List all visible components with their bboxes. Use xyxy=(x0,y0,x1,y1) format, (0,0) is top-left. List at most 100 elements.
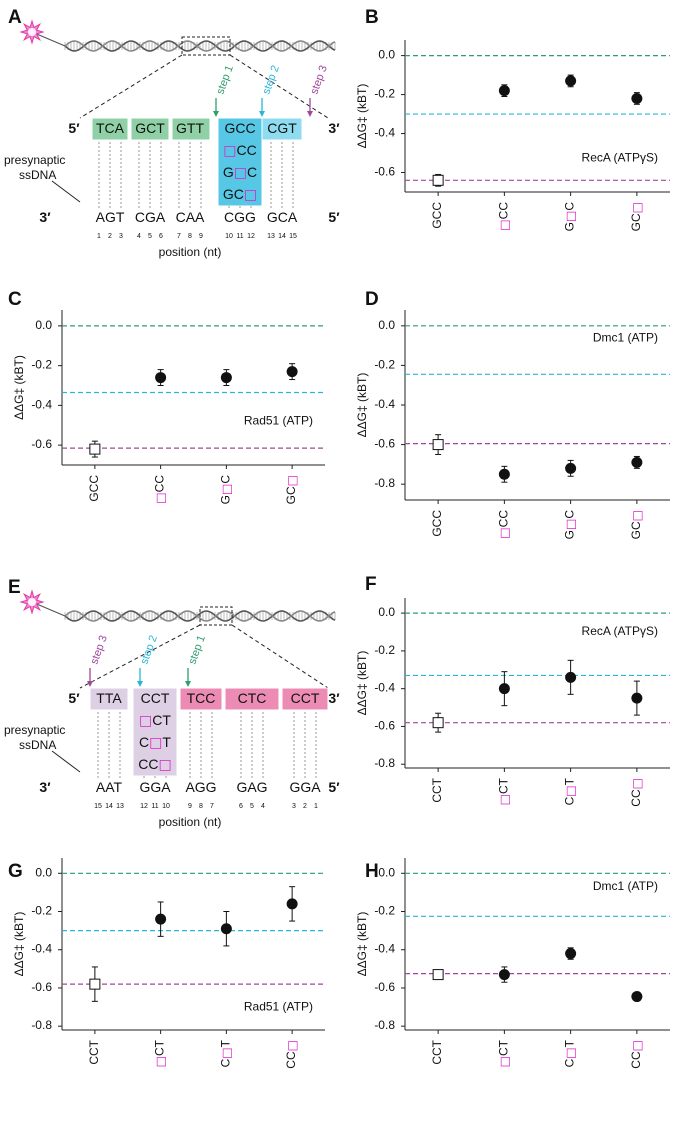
codon-box xyxy=(261,117,303,141)
variant-codon: G□C xyxy=(223,164,257,181)
step-label: step 2 xyxy=(260,64,282,96)
codon: GAG xyxy=(236,779,267,795)
helix-strand xyxy=(64,40,336,52)
data-point xyxy=(432,717,444,729)
y-axis-label: ΔΔG‡ (kBT) xyxy=(355,373,369,438)
annotation: Rad51 (ATP) xyxy=(244,414,313,428)
y-tick-label: -0.6 xyxy=(31,437,52,451)
data-point xyxy=(155,372,167,384)
y-tick-label: 0.0 xyxy=(378,605,395,619)
position-number: 10 xyxy=(162,803,170,810)
position-number: 8 xyxy=(188,233,192,240)
five-prime: 5′ xyxy=(68,690,80,706)
strand-label: presynaptic xyxy=(4,153,65,167)
codon-box xyxy=(217,117,263,207)
panel-label: G xyxy=(8,861,23,882)
y-tick-label: -0.2 xyxy=(374,358,395,372)
panel-label: C xyxy=(8,289,22,310)
variant-codon: □CT xyxy=(139,712,171,729)
y-axis-label: ΔΔG‡ (kBT) xyxy=(355,912,369,977)
data-point xyxy=(432,969,444,981)
data-point xyxy=(89,978,101,990)
position-number: 15 xyxy=(289,233,297,240)
x-tick-label: CCT xyxy=(430,1039,444,1064)
y-tick-label: -0.2 xyxy=(31,904,52,918)
position-number: 1 xyxy=(314,803,318,810)
step-arrowhead xyxy=(259,111,265,117)
step-label: step 3 xyxy=(308,64,330,96)
y-axis-label: ΔΔG‡ (kBT) xyxy=(12,912,26,977)
y-tick-label: -0.6 xyxy=(374,980,395,994)
variant-codon: GC□ xyxy=(223,186,257,203)
y-tick-label: -0.8 xyxy=(374,1018,395,1032)
position-number: 14 xyxy=(105,803,113,810)
x-tick-label: □CT xyxy=(497,777,511,805)
codon: TCC xyxy=(187,690,216,706)
panel-label: F xyxy=(365,574,377,595)
y-axis-label: ΔΔG‡ (kBT) xyxy=(12,355,26,420)
data-point xyxy=(631,92,643,104)
step-arrowhead xyxy=(87,681,93,687)
position-number: 9 xyxy=(188,803,192,810)
position-number: 11 xyxy=(236,233,243,240)
data-point xyxy=(432,174,444,186)
x-tick-label: GC□ xyxy=(284,475,298,504)
position-number: 2 xyxy=(108,233,112,240)
fluorophore-core xyxy=(28,28,36,36)
codon: TCA xyxy=(96,120,125,136)
panel-label: A xyxy=(8,7,22,28)
codon: GTT xyxy=(176,120,204,136)
x-tick-label: □CT xyxy=(497,1039,511,1067)
y-tick-label: -0.4 xyxy=(374,397,395,411)
x-tick-label: □CC xyxy=(497,510,511,539)
codon: TTA xyxy=(96,690,122,706)
x-tick-label: C□T xyxy=(563,1039,577,1067)
codon: AAT xyxy=(96,779,123,795)
codon-box xyxy=(179,687,223,711)
data-point xyxy=(155,913,167,925)
data-point xyxy=(498,969,510,981)
x-tick-label: GCC xyxy=(87,475,101,502)
step-label: step 1 xyxy=(186,634,208,666)
codon: CCT xyxy=(141,690,170,706)
x-tick-label: C□T xyxy=(563,777,577,805)
strand-label: ssDNA xyxy=(19,738,56,752)
codon-box xyxy=(171,117,211,141)
codon-box xyxy=(89,687,129,711)
position-number: 5 xyxy=(250,803,254,810)
strand-label: presynaptic xyxy=(4,723,65,737)
x-tick-label: CC□ xyxy=(629,778,643,807)
codon: AGG xyxy=(185,779,216,795)
helix-strand xyxy=(64,610,336,622)
panel-label: E xyxy=(8,577,21,598)
variant-codon: CC□ xyxy=(138,756,171,773)
y-tick-label: 0.0 xyxy=(378,865,395,879)
annotation: Dmc1 (ATP) xyxy=(593,331,658,345)
position-number: 4 xyxy=(137,233,141,240)
step-label: step 2 xyxy=(138,634,160,666)
x-tick-label: □CC xyxy=(153,475,167,504)
y-tick-label: -0.4 xyxy=(374,681,395,695)
position-number: 3 xyxy=(292,803,296,810)
zoom-line xyxy=(229,54,329,119)
codon-box xyxy=(132,687,178,777)
zoom-line xyxy=(79,624,201,689)
five-prime: 5′ xyxy=(68,120,80,136)
position-number: 7 xyxy=(210,803,214,810)
variant-codon: C□T xyxy=(139,734,171,751)
x-tick-label: □CT xyxy=(153,1039,167,1067)
data-point xyxy=(89,443,101,455)
panel-label: D xyxy=(365,289,379,310)
x-tick-label: C□T xyxy=(219,1039,233,1067)
position-number: 3 xyxy=(119,233,123,240)
y-tick-label: -0.2 xyxy=(31,358,52,372)
fluorophore-core xyxy=(28,598,36,606)
x-tick-label: GC□ xyxy=(629,510,643,539)
y-tick-label: 0.0 xyxy=(378,48,395,62)
step-arrowhead xyxy=(137,681,143,687)
position-number: 2 xyxy=(303,803,307,810)
codon: CGG xyxy=(224,209,256,225)
codon: CAA xyxy=(176,209,205,225)
five-prime: 5′ xyxy=(328,209,340,225)
